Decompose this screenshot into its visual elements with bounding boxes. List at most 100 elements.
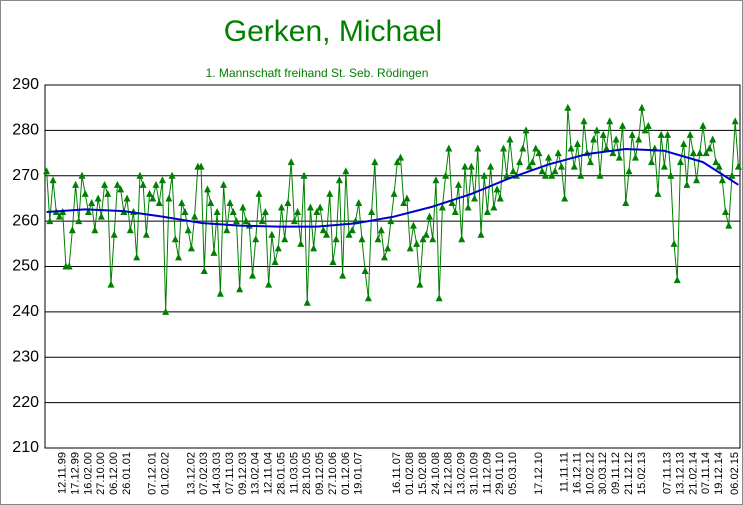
x-tick-label: 05.03.10 bbox=[507, 452, 519, 495]
data-marker bbox=[480, 171, 488, 179]
data-marker bbox=[683, 180, 691, 188]
data-marker bbox=[689, 149, 697, 157]
data-marker bbox=[680, 139, 688, 147]
data-marker bbox=[374, 235, 382, 243]
data-marker bbox=[641, 126, 649, 134]
data-marker bbox=[567, 144, 575, 152]
data-marker bbox=[178, 198, 186, 206]
data-marker bbox=[528, 158, 536, 166]
data-marker bbox=[171, 235, 179, 243]
x-tick-label: 01.12.06 bbox=[340, 452, 352, 495]
data-marker bbox=[493, 185, 501, 193]
data-marker bbox=[635, 135, 643, 143]
data-marker bbox=[319, 226, 327, 234]
x-tick-label: 06.02.15 bbox=[729, 452, 741, 495]
data-marker bbox=[577, 171, 585, 179]
data-marker bbox=[168, 171, 176, 179]
data-marker bbox=[326, 189, 334, 197]
data-marker bbox=[454, 180, 462, 188]
x-tick-label: 12.11.04 bbox=[263, 452, 275, 494]
data-marker bbox=[593, 126, 601, 134]
data-marker bbox=[693, 176, 701, 184]
data-marker bbox=[506, 135, 514, 143]
data-marker bbox=[68, 226, 76, 234]
x-tick-label: 11.11.11 bbox=[559, 452, 571, 492]
data-marker bbox=[249, 271, 257, 279]
data-marker bbox=[155, 198, 163, 206]
data-marker bbox=[239, 203, 247, 211]
data-marker bbox=[261, 208, 269, 216]
data-marker bbox=[606, 117, 614, 125]
data-marker bbox=[46, 217, 54, 225]
data-marker bbox=[403, 194, 411, 202]
data-marker bbox=[104, 189, 112, 197]
x-tick-label: 17.12.99 bbox=[69, 452, 81, 495]
data-marker bbox=[110, 230, 118, 238]
data-marker bbox=[471, 194, 479, 202]
data-marker bbox=[570, 162, 578, 170]
data-marker bbox=[268, 230, 276, 238]
data-marker bbox=[670, 239, 678, 247]
data-marker bbox=[538, 167, 546, 175]
data-marker bbox=[709, 135, 717, 143]
data-marker bbox=[664, 130, 672, 138]
data-marker bbox=[81, 189, 89, 197]
x-tick-label: 09.12.05 bbox=[314, 452, 326, 495]
y-tick-label: 260 bbox=[12, 212, 39, 229]
data-marker bbox=[532, 144, 540, 152]
y-tick-label: 250 bbox=[12, 258, 39, 275]
data-marker bbox=[149, 194, 157, 202]
data-marker bbox=[229, 208, 237, 216]
data-marker bbox=[612, 135, 620, 143]
data-marker bbox=[574, 139, 582, 147]
data-marker bbox=[699, 121, 707, 129]
data-marker bbox=[496, 194, 504, 202]
x-tick-label: 13.02.04 bbox=[250, 452, 262, 495]
data-marker bbox=[686, 130, 694, 138]
data-marker bbox=[380, 253, 388, 261]
data-marker bbox=[139, 180, 147, 188]
data-marker bbox=[625, 167, 633, 175]
data-marker bbox=[500, 144, 508, 152]
data-marker bbox=[667, 171, 675, 179]
x-tick-label: 12.12.08 bbox=[443, 452, 455, 495]
data-marker bbox=[467, 162, 475, 170]
data-marker bbox=[306, 203, 314, 211]
x-tick-label: 29.01.10 bbox=[494, 452, 506, 495]
data-marker bbox=[78, 171, 86, 179]
trend-line bbox=[46, 147, 739, 228]
x-tick-label: 28.10.05 bbox=[301, 452, 313, 495]
data-marker bbox=[586, 158, 594, 166]
data-marker bbox=[284, 198, 292, 206]
data-marker bbox=[358, 235, 366, 243]
data-marker bbox=[638, 103, 646, 111]
data-marker bbox=[242, 217, 250, 225]
data-marker bbox=[207, 198, 215, 206]
chart-title: Gerken, Michael bbox=[224, 15, 442, 48]
data-marker bbox=[397, 153, 405, 161]
data-marker bbox=[409, 221, 417, 229]
data-marker bbox=[734, 162, 742, 170]
data-marker bbox=[368, 208, 376, 216]
data-marker bbox=[551, 167, 559, 175]
data-marker bbox=[94, 194, 102, 202]
data-marker bbox=[162, 307, 170, 315]
data-marker bbox=[88, 198, 96, 206]
data-line bbox=[46, 107, 739, 312]
data-marker bbox=[615, 153, 623, 161]
data-marker bbox=[705, 144, 713, 152]
data-marker bbox=[429, 235, 437, 243]
data-marker bbox=[718, 176, 726, 184]
x-tick-label: 21.12.12 bbox=[623, 452, 635, 495]
data-marker bbox=[458, 235, 466, 243]
data-marker bbox=[175, 253, 183, 261]
data-marker bbox=[252, 235, 260, 243]
x-tick-label: 07.02.03 bbox=[198, 452, 210, 495]
x-tick-label: 16.11.07 bbox=[391, 452, 403, 494]
data-marker bbox=[602, 144, 610, 152]
x-tick-label: 17.12.10 bbox=[533, 452, 545, 495]
data-marker bbox=[123, 194, 131, 202]
x-tick-label: 01.02.02 bbox=[160, 452, 172, 495]
data-marker bbox=[516, 158, 524, 166]
